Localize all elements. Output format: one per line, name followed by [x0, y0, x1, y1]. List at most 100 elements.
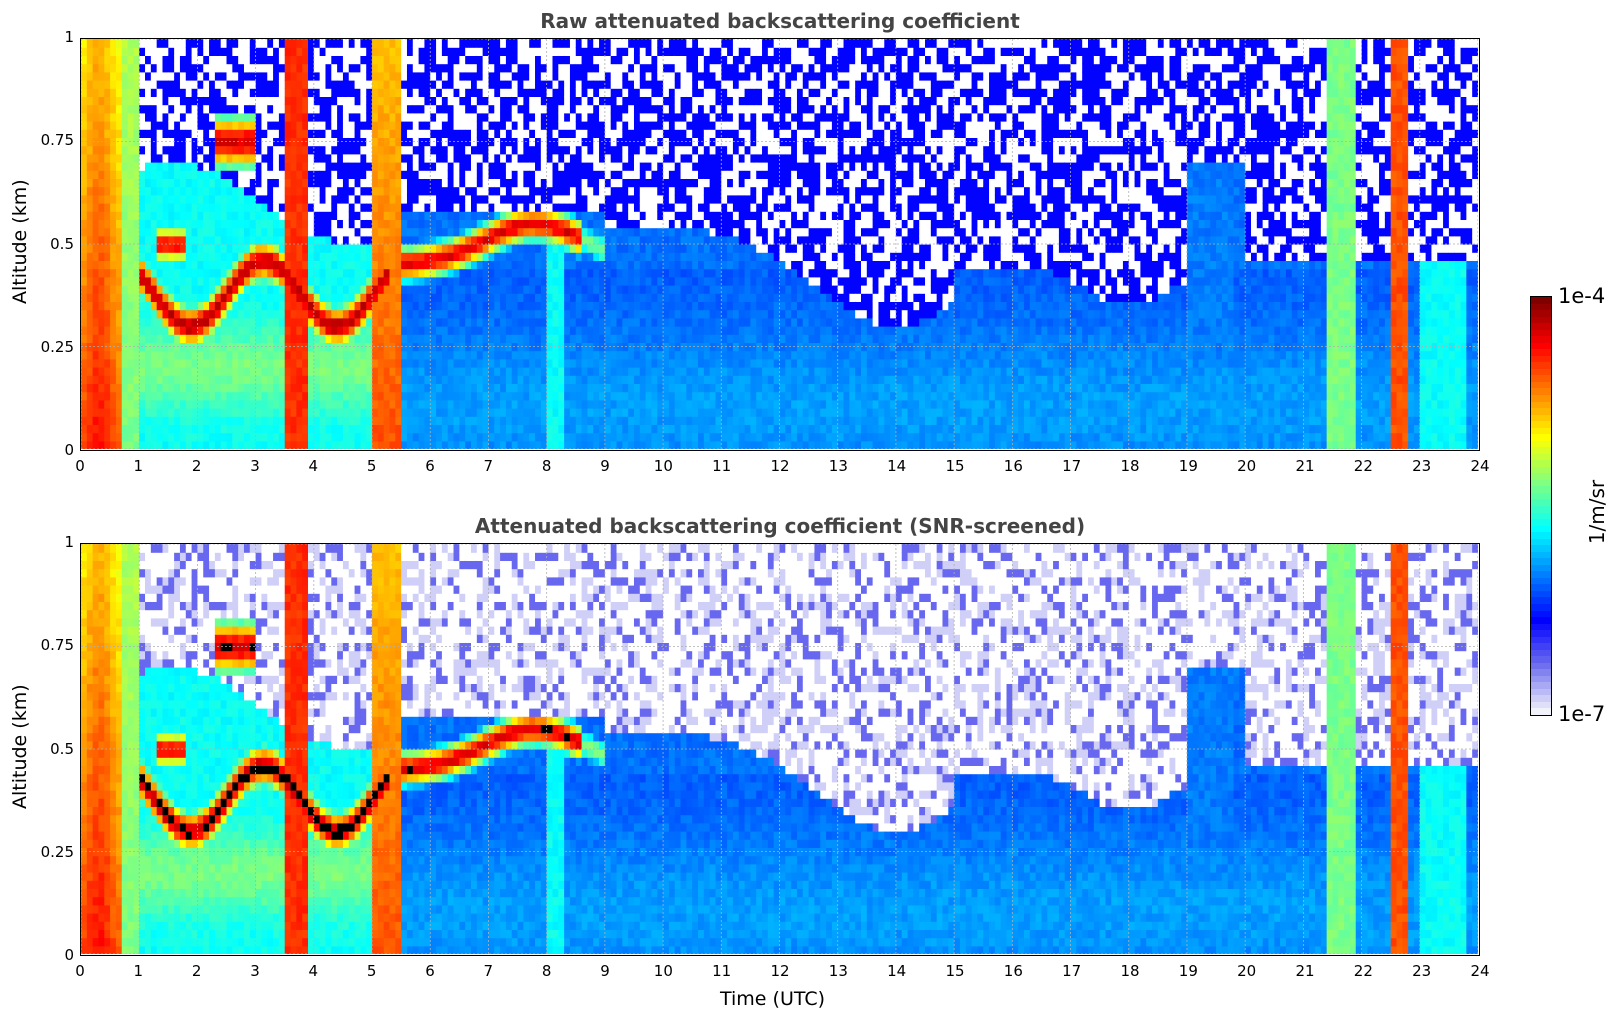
heatmap-cell	[354, 121, 361, 130]
heatmap-cell	[505, 211, 513, 220]
heatmap-cell	[575, 121, 583, 130]
heatmap-cell	[575, 285, 583, 294]
heatmap-cell	[209, 358, 216, 368]
heatmap-cell	[517, 432, 524, 442]
heatmap-cell	[436, 194, 443, 204]
heatmap-cell	[267, 432, 274, 442]
heatmap-cell	[127, 47, 134, 56]
heatmap-cell	[564, 227, 571, 237]
heatmap-cell	[593, 375, 600, 384]
heatmap-cell	[651, 219, 658, 229]
heatmap-cell	[476, 293, 484, 302]
heatmap-cell	[610, 268, 618, 278]
heatmap-cell	[593, 227, 600, 237]
heatmap-cell	[354, 358, 361, 368]
heatmap-cell	[546, 96, 554, 106]
heatmap-cell	[278, 252, 286, 261]
heatmap-cell	[290, 88, 297, 97]
heatmap-cell	[651, 408, 658, 417]
heatmap-cell	[639, 399, 647, 409]
heatmap-cell	[441, 186, 449, 196]
heatmap-cell	[319, 203, 327, 212]
heatmap-cell	[552, 178, 559, 188]
heatmap-cell	[622, 367, 629, 376]
heatmap-cell	[319, 424, 327, 434]
heatmap-cell	[593, 358, 600, 368]
heatmap-cell	[593, 408, 600, 417]
heatmap-cell	[581, 137, 589, 147]
heatmap-cell	[81, 358, 88, 368]
heatmap-cell	[628, 252, 635, 261]
heatmap-cell	[302, 416, 309, 425]
heatmap-cell	[575, 252, 583, 261]
heatmap-cell	[546, 326, 554, 335]
heatmap-cell	[377, 63, 385, 73]
heatmap-cell	[523, 186, 530, 196]
heatmap-cell	[185, 211, 193, 220]
heatmap-cell	[150, 399, 158, 409]
heatmap-cell	[564, 71, 571, 81]
heatmap-cell	[540, 293, 548, 302]
heatmap-cell	[377, 244, 385, 253]
heatmap-cell	[389, 268, 396, 278]
heatmap-cell	[581, 145, 589, 155]
heatmap-cell	[604, 260, 612, 270]
heatmap-cell	[488, 137, 495, 147]
heatmap-cell	[447, 121, 455, 130]
heatmap-cell	[372, 424, 379, 434]
heatmap-cell	[593, 145, 600, 155]
heatmap-cell	[342, 252, 350, 261]
heatmap-cell	[476, 63, 484, 73]
heatmap-cell	[249, 285, 257, 294]
heatmap-cell	[342, 121, 350, 130]
heatmap-cell	[587, 104, 594, 114]
heatmap-cell	[633, 301, 641, 311]
heatmap-cell	[535, 432, 542, 442]
heatmap-cell	[505, 39, 513, 48]
heatmap-cell	[191, 268, 199, 278]
heatmap-cell	[243, 358, 251, 368]
heatmap-cell	[174, 293, 181, 302]
heatmap-cell	[156, 432, 164, 442]
heatmap-cell	[203, 252, 210, 261]
heatmap-cell	[488, 399, 495, 409]
heatmap-cell	[354, 203, 361, 212]
heatmap-cell	[476, 137, 484, 147]
heatmap-cell	[424, 137, 431, 147]
heatmap-cell	[476, 383, 484, 393]
heatmap-cell	[546, 211, 554, 220]
heatmap-cell	[92, 350, 100, 360]
heatmap-cell	[366, 112, 373, 122]
heatmap-cell	[575, 408, 583, 417]
heatmap-cell	[523, 162, 530, 171]
heatmap-cell	[418, 309, 426, 319]
heatmap-cell	[150, 350, 158, 360]
heatmap-cell	[255, 121, 263, 130]
heatmap-cell	[191, 203, 199, 212]
heatmap-cell	[546, 416, 554, 425]
heatmap-cell	[127, 358, 134, 368]
heatmap-cell	[604, 104, 612, 114]
heatmap-cell	[500, 424, 507, 434]
heatmap-cell	[255, 350, 263, 360]
heatmap-cell	[505, 63, 513, 73]
heatmap-cell	[81, 55, 88, 65]
heatmap-cell	[273, 317, 280, 327]
heatmap-cell	[488, 55, 495, 65]
heatmap-cell	[150, 39, 158, 48]
heatmap-cell	[657, 326, 664, 335]
heatmap-cell	[523, 416, 530, 425]
heatmap-cell	[430, 203, 437, 212]
heatmap-cell	[232, 350, 239, 360]
heatmap-cell	[552, 334, 559, 343]
heatmap-cell	[657, 244, 664, 253]
heatmap-cell	[267, 39, 274, 48]
heatmap-cell	[179, 309, 187, 319]
heatmap-cell	[145, 309, 152, 319]
heatmap-cell	[604, 326, 612, 335]
heatmap-cell	[366, 129, 373, 138]
heatmap-cell	[471, 260, 478, 270]
heatmap-cell	[81, 383, 88, 393]
heatmap-cell	[505, 129, 513, 138]
heatmap-cell	[587, 88, 594, 97]
